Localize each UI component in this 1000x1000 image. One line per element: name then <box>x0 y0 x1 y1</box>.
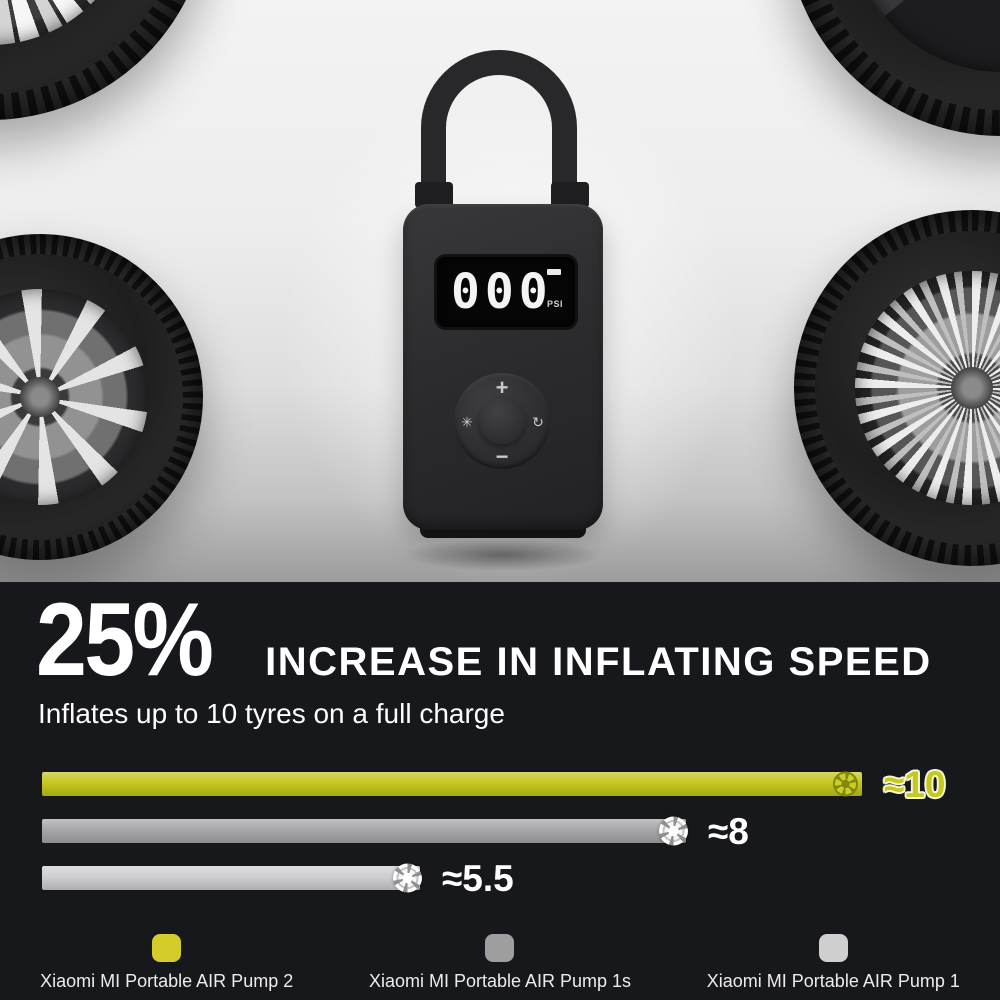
legend-item: Xiaomi MI Portable AIR Pump 2 <box>0 934 333 992</box>
control-dial: + − ✳ ↻ <box>454 373 550 469</box>
bar-fill <box>42 863 422 893</box>
dial-center-button <box>479 398 525 444</box>
mode-button-icon: ↻ <box>532 414 544 430</box>
pump-hose-handle <box>421 50 577 204</box>
bar-chart: ≈10 ≈8 ≈5.5 <box>42 766 1000 913</box>
tire-wheel-icon <box>833 771 858 797</box>
bar-fill <box>42 816 688 846</box>
tire-wheel-icon <box>393 863 422 893</box>
chart-legend: Xiaomi MI Portable AIR Pump 2 Xiaomi MI P… <box>0 934 1000 992</box>
bar-value-label: ≈10 <box>884 763 946 805</box>
minus-button-icon: − <box>495 444 509 469</box>
tire-top-right <box>786 0 1000 136</box>
bar-value-label: ≈8 <box>708 810 749 852</box>
legend-label: Xiaomi MI Portable AIR Pump 1 <box>706 971 960 991</box>
subheadline-text: Inflates up to 10 tyres on a full charge <box>38 698 505 729</box>
bar-fill <box>42 771 862 797</box>
unit-label: PSI <box>546 299 563 309</box>
bar-row: ≈5.5 <box>42 860 1000 897</box>
battery-indicator-icon <box>547 269 561 275</box>
light-button-icon: ✳ <box>461 414 473 430</box>
air-pump-device: 000 PSI + − ✳ ↻ <box>403 204 603 530</box>
tire-top-left <box>0 0 210 120</box>
bar-row: ≈10 <box>42 766 1000 803</box>
headline-row: 25% INCREASE IN INFLATING SPEED <box>36 588 932 692</box>
legend-swatch <box>818 934 848 962</box>
plus-button-icon: + <box>495 375 509 400</box>
legend-item: Xiaomi MI Portable AIR Pump 1 <box>667 934 1000 992</box>
bar-row: ≈8 <box>42 813 1000 850</box>
wheel-hub <box>20 377 60 417</box>
hose-connector-left <box>415 182 453 208</box>
promo-chart-section: 25% INCREASE IN INFLATING SPEED Inflates… <box>0 582 1000 1000</box>
headline-text: INCREASE IN INFLATING SPEED <box>265 640 932 684</box>
legend-label: Xiaomi MI Portable AIR Pump 1s <box>368 971 632 991</box>
legend-item: Xiaomi MI Portable AIR Pump 1s <box>333 934 666 992</box>
wheel-hub <box>950 366 994 410</box>
stat-percentage: 25% <box>36 582 214 698</box>
legend-label: Xiaomi MI Portable AIR Pump 2 <box>40 971 294 991</box>
pressure-display: 000 PSI <box>437 257 575 327</box>
tire-wheel-icon <box>659 816 688 846</box>
pressure-readout: 000 <box>451 264 553 320</box>
pump-shadow <box>400 538 605 572</box>
tire-middle-left <box>0 234 203 560</box>
legend-swatch <box>485 934 515 962</box>
bar-value-label: ≈5.5 <box>442 857 514 899</box>
legend-swatch <box>152 934 182 962</box>
hose-connector-right <box>551 182 589 208</box>
product-photo-section: 000 PSI + − ✳ ↻ <box>0 0 1000 582</box>
tire-middle-right <box>794 210 1000 566</box>
